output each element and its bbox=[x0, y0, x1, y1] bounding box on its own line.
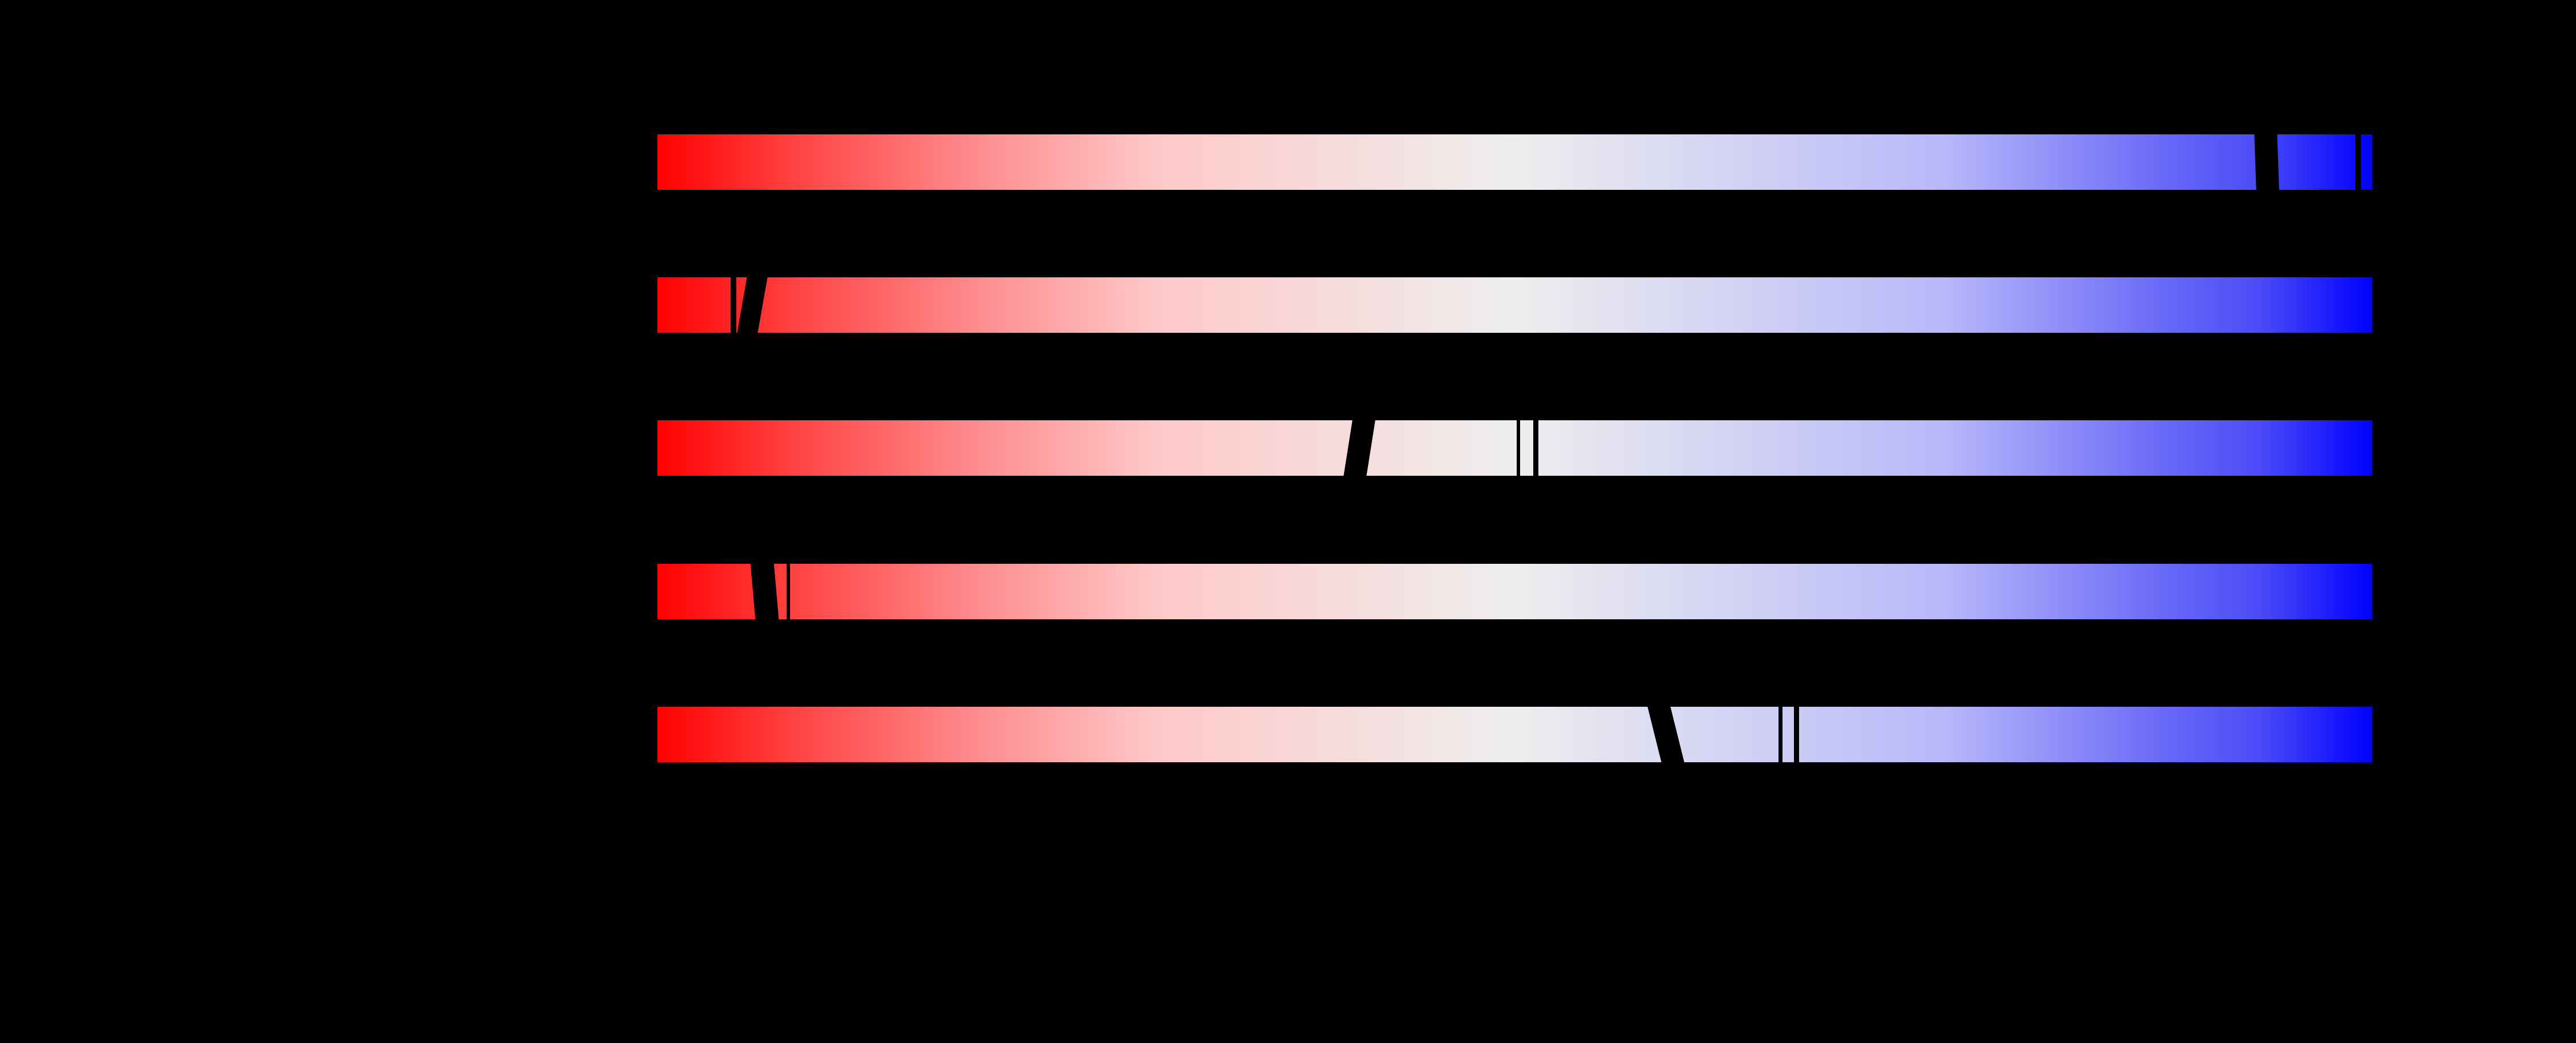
strip-gap bbox=[1794, 703, 1800, 766]
strip-gap bbox=[786, 560, 790, 623]
strip-gap bbox=[736, 274, 768, 336]
strip-gap bbox=[2355, 131, 2361, 193]
strip-gap bbox=[2254, 131, 2279, 193]
strip-gap bbox=[1646, 703, 1685, 766]
strip-gap bbox=[1517, 417, 1520, 479]
gradient-strip-row bbox=[657, 131, 2372, 193]
gradient-strip-row bbox=[657, 274, 2372, 336]
gradient-strip-row bbox=[657, 703, 2372, 766]
strip-gap bbox=[1779, 703, 1783, 766]
gradient-strip-row bbox=[657, 560, 2372, 623]
strip-gap bbox=[750, 560, 779, 623]
gradient-strip-row bbox=[657, 417, 2372, 479]
strip-gap bbox=[731, 274, 736, 336]
strip-gap bbox=[1343, 417, 1376, 479]
strip-gap bbox=[1533, 417, 1539, 479]
